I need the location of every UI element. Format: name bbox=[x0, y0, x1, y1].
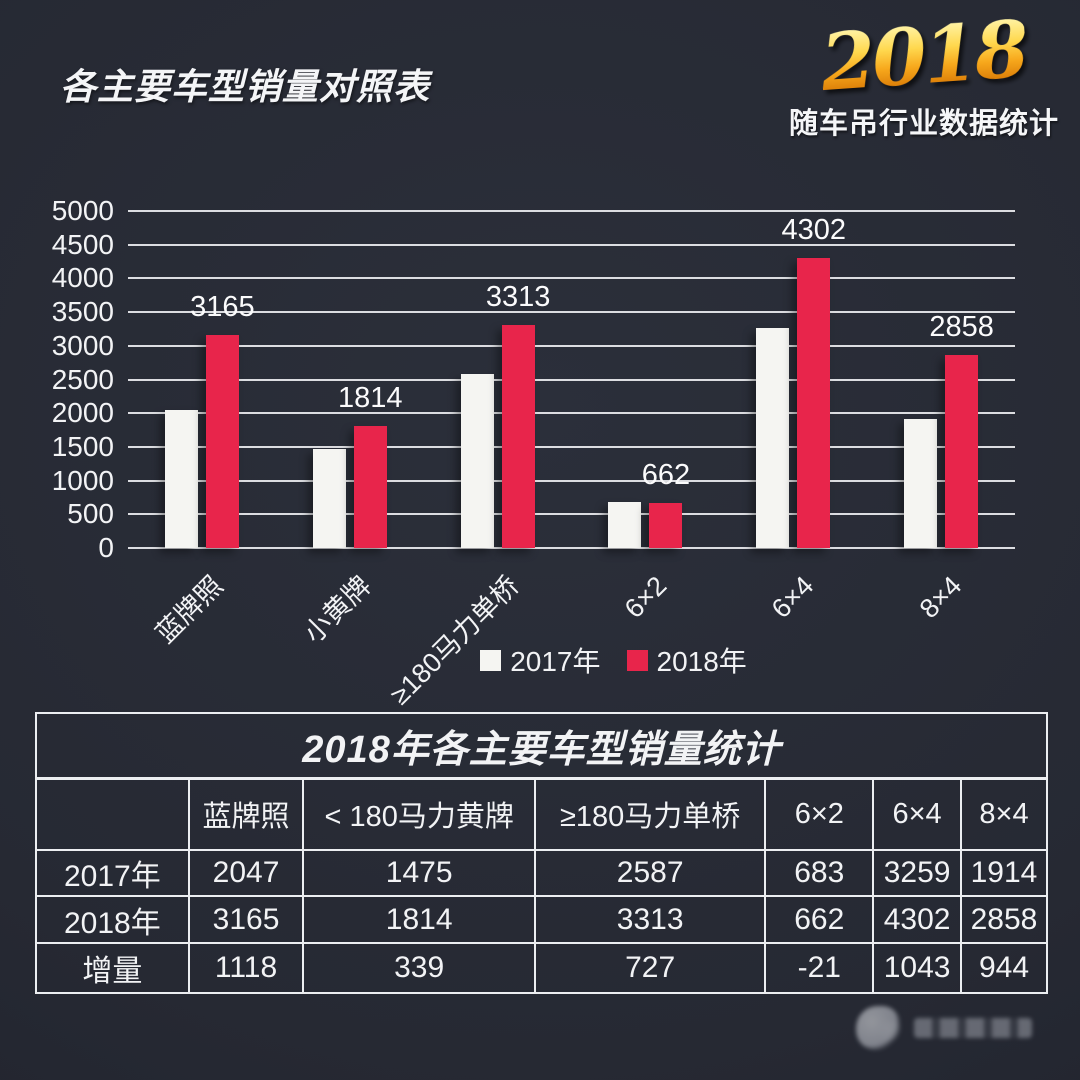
legend-item-2018: 2018年 bbox=[626, 640, 747, 680]
sales-table: 2018年各主要车型销量统计 蓝牌照 < 180马力黄牌 ≥180马力单桥 6×2 6×4… bbox=[35, 712, 1048, 994]
cell-2017年-蓝牌照: 2047 bbox=[187, 849, 305, 897]
cell-增量-≥180马力单桥: 727 bbox=[533, 942, 767, 994]
bar-2017-8×4 bbox=[904, 418, 938, 548]
row-label-增量: 增量 bbox=[35, 942, 190, 994]
table-header-blank bbox=[35, 777, 190, 851]
bar-2018-6×2 bbox=[649, 503, 683, 548]
table-header-6×4: 6×4 bbox=[872, 777, 963, 851]
y-tick-label-4500: 4500 bbox=[51, 228, 114, 260]
bar-2017-蓝牌照 bbox=[164, 410, 198, 548]
x-axis-label-小黄牌: 小黄牌 bbox=[297, 570, 377, 649]
gridline-4500 bbox=[128, 243, 1015, 246]
watermark-logo-icon bbox=[856, 1006, 902, 1050]
bar-value-label-6×2: 662 bbox=[641, 459, 691, 492]
bar-2018-6×4 bbox=[797, 258, 831, 548]
cell-增量-蓝牌照: 1118 bbox=[187, 942, 305, 994]
x-axis-label-蓝牌照: 蓝牌照 bbox=[150, 570, 229, 649]
bar-2017-小黄牌 bbox=[312, 448, 346, 548]
cell-2018年-6×4: 4302 bbox=[872, 895, 963, 944]
grouped-bar-chart: 5000 4500 4000 3500 3000 2500 2000 1500 1000 500 0… bbox=[51, 195, 1057, 710]
legend-swatch-2018-icon bbox=[626, 649, 648, 671]
table-header-< 180马力黄牌: < 180马力黄牌 bbox=[302, 777, 536, 851]
y-tick-label-4000: 4000 bbox=[51, 262, 114, 294]
legend-item-2017: 2017年 bbox=[480, 640, 601, 680]
bar-value-label-6×4: 4302 bbox=[781, 214, 846, 247]
bar-value-label-小黄牌: 1814 bbox=[337, 381, 403, 414]
chart-legend: 2017年 2018年 bbox=[170, 640, 1057, 680]
cell-2018年-蓝牌照: 3165 bbox=[187, 895, 305, 944]
y-tick-label-1000: 1000 bbox=[51, 464, 114, 496]
cell-2018年-≥180马力单桥: 3313 bbox=[533, 895, 767, 944]
bar-2018-蓝牌照 bbox=[205, 334, 239, 548]
table-row-2018年: 2018年 3165 1814 3313 662 4302 2858 bbox=[35, 895, 1048, 944]
table-row-增量: 增量 1118 339 727 -21 1043 944 bbox=[35, 942, 1048, 994]
table-header-8×4: 8×4 bbox=[960, 777, 1048, 851]
legend-label-2017: 2017年 bbox=[510, 646, 601, 677]
bar-2018-8×4 bbox=[945, 355, 979, 548]
page-title: 各主要车型销量对照表 bbox=[60, 66, 431, 107]
cell-2017年-6×4: 3259 bbox=[872, 849, 963, 897]
cell-2017年-6×2: 683 bbox=[764, 849, 875, 897]
y-tick-label-1500: 1500 bbox=[51, 430, 114, 462]
cell-2018年-6×2: 662 bbox=[764, 895, 875, 944]
y-tick-label-0: 0 bbox=[98, 532, 114, 563]
table-header-row: 蓝牌照 < 180马力黄牌 ≥180马力单桥 6×2 6×4 8×4 bbox=[35, 777, 1048, 851]
cell-增量-6×4: 1043 bbox=[872, 942, 963, 994]
x-axis-label-6×2: 6×2 bbox=[618, 570, 673, 625]
cell-增量-8×4: 944 bbox=[960, 942, 1048, 994]
year-badge: 2018 随车吊行业数据统计 bbox=[774, 4, 1074, 142]
y-tick-label-500: 500 bbox=[67, 498, 114, 530]
y-tick-label-5000: 5000 bbox=[51, 195, 114, 226]
legend-label-2018: 2018年 bbox=[656, 646, 747, 677]
cell-增量-6×2: -21 bbox=[764, 942, 875, 994]
table-title: 2018年各主要车型销量统计 bbox=[35, 712, 1048, 780]
gridline-2000 bbox=[128, 412, 1015, 415]
watermark bbox=[856, 1004, 1036, 1056]
y-tick-label-3500: 3500 bbox=[51, 296, 114, 328]
table-row-2017年: 2017年 2047 1475 2587 683 3259 1914 bbox=[35, 849, 1048, 897]
bar-2017-≥180马力单桥 bbox=[460, 373, 494, 548]
gridline-5000 bbox=[128, 210, 1015, 212]
bar-value-label-8×4: 2858 bbox=[929, 311, 994, 344]
cell-2018年-8×4: 2858 bbox=[960, 895, 1048, 944]
gridline-1000 bbox=[128, 479, 1015, 482]
gridline-0 bbox=[128, 547, 1015, 549]
gridline-3000 bbox=[128, 344, 1015, 347]
y-tick-label-2500: 2500 bbox=[51, 363, 114, 395]
bar-value-label-蓝牌照: 3165 bbox=[190, 290, 255, 323]
row-label-2017年: 2017年 bbox=[35, 849, 190, 897]
gridline-500 bbox=[128, 513, 1015, 516]
table-header-≥180马力单桥: ≥180马力单桥 bbox=[533, 777, 767, 851]
watermark-text-blur bbox=[914, 1018, 1032, 1038]
table-header-蓝牌照: 蓝牌照 bbox=[187, 777, 305, 851]
gridline-1500 bbox=[128, 445, 1015, 448]
cell-2017年-≥180马力单桥: 2587 bbox=[533, 849, 767, 897]
table-title-row: 2018年各主要车型销量统计 bbox=[35, 712, 1048, 780]
bar-value-label-≥180马力单桥: 3313 bbox=[485, 280, 551, 313]
bar-2018-≥180马力单桥 bbox=[501, 324, 535, 548]
bar-2017-6×2 bbox=[608, 501, 642, 548]
year-badge-subtitle: 随车吊行业数据统计 bbox=[788, 108, 1059, 140]
gridline-3500 bbox=[128, 311, 1015, 314]
cell-2017年-< 180马力黄牌: 1475 bbox=[302, 849, 536, 897]
cell-2018年-< 180马力黄牌: 1814 bbox=[302, 895, 536, 944]
table-header-6×2: 6×2 bbox=[764, 777, 875, 851]
cell-2017年-8×4: 1914 bbox=[960, 849, 1048, 897]
row-label-2018年: 2018年 bbox=[35, 895, 190, 944]
x-axis-label-8×4: 8×4 bbox=[914, 570, 968, 625]
y-tick-label-3000: 3000 bbox=[51, 329, 114, 361]
legend-swatch-2017-icon bbox=[480, 649, 502, 671]
bar-2018-小黄牌 bbox=[353, 425, 387, 548]
gridline-4000 bbox=[128, 277, 1015, 280]
gridline-2500 bbox=[128, 378, 1015, 381]
bar-2017-6×4 bbox=[756, 328, 790, 548]
x-axis-label-6×4: 6×4 bbox=[766, 570, 820, 625]
y-tick-label-2000: 2000 bbox=[51, 397, 114, 429]
cell-增量-< 180马力黄牌: 339 bbox=[302, 942, 536, 994]
